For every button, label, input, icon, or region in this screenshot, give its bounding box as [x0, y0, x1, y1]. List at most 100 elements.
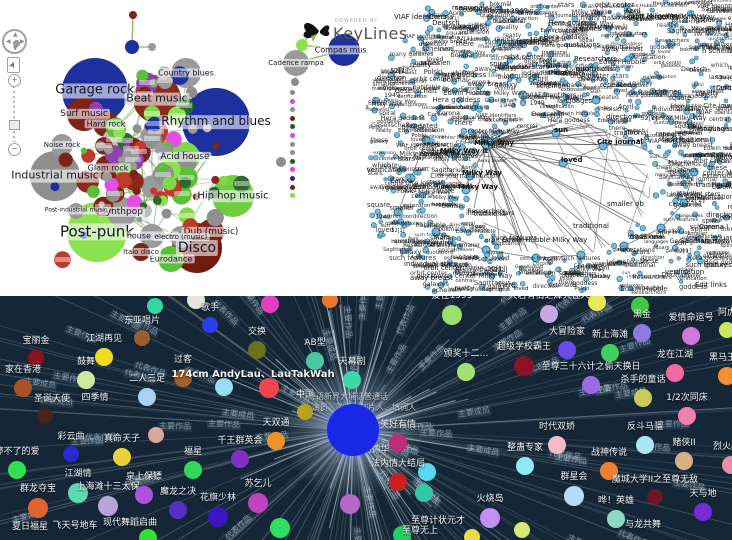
node-label[interactable]: 江湖情 — [64, 469, 92, 480]
node-label[interactable]: 新上海滩 — [591, 330, 629, 341]
node-label[interactable]: 与龙共舞 — [624, 520, 662, 531]
node-label[interactable]: Italo disco — [121, 247, 161, 257]
graph-node[interactable] — [126, 194, 143, 211]
graph-node[interactable] — [132, 124, 142, 134]
graph-node[interactable] — [600, 462, 618, 480]
graph-node[interactable] — [202, 317, 218, 333]
graph-node[interactable] — [98, 496, 118, 516]
node-label[interactable]: Post-punk — [57, 222, 137, 241]
graph-node[interactable] — [148, 43, 156, 51]
node-label[interactable]: Country blues — [156, 68, 216, 78]
node-label[interactable]: 夏日福星 — [11, 522, 49, 533]
graph-node[interactable] — [77, 371, 95, 389]
node-label[interactable]: 福星 — [183, 447, 203, 458]
node-label[interactable]: 魔城大学II之至尊无敌 — [611, 475, 699, 486]
node-label[interactable]: 爱情命运号 — [668, 313, 714, 324]
node-label[interactable]: 二人三足 — [128, 374, 166, 385]
pan-up-icon[interactable]: ▲ — [13, 31, 18, 38]
graph-node[interactable] — [393, 526, 411, 540]
graph-node[interactable] — [719, 322, 732, 338]
node-label[interactable]: 1/2次同床 — [666, 393, 708, 404]
graph-node[interactable] — [218, 175, 229, 186]
node-label[interactable]: 颁奖十二… — [443, 349, 489, 360]
node-label[interactable]: 真命天子 — [103, 434, 141, 445]
graph-node[interactable] — [63, 446, 79, 462]
node-label[interactable]: 东亚唱片 — [123, 316, 161, 327]
node-label[interactable]: 战神传说 — [590, 448, 628, 459]
node-label[interactable]: 花旗少林 — [199, 493, 237, 504]
node-label[interactable]: 杀手的童话 — [620, 375, 666, 386]
graph-node[interactable] — [156, 162, 168, 173]
graph-node[interactable] — [261, 296, 279, 313]
graph-node[interactable] — [464, 529, 480, 540]
radial-graph-panel[interactable]: 代表作品主要成员主要作品主要作品主要作品代表作品主要作品主要作品代表作品代表作品… — [0, 296, 732, 540]
graph-node[interactable] — [514, 522, 530, 538]
graph-node[interactable] — [80, 147, 88, 154]
graph-node[interactable] — [415, 484, 433, 502]
node-label[interactable]: 天幕剧 — [338, 357, 366, 368]
graph-node[interactable] — [340, 494, 360, 514]
node-label[interactable]: synthpop — [99, 206, 145, 218]
graph-node[interactable] — [37, 408, 53, 424]
graph-node[interactable] — [343, 371, 361, 389]
graph-node[interactable] — [144, 121, 154, 131]
graph-node[interactable] — [389, 473, 407, 491]
node-label[interactable]: 群星会 — [560, 472, 588, 483]
node-label[interactable]: Compas music — [312, 45, 366, 55]
node-label[interactable]: 阿虎 — [717, 308, 732, 319]
graph-node[interactable] — [267, 432, 285, 450]
graph-node[interactable] — [296, 39, 308, 51]
node-label[interactable]: Rhythm and blues — [159, 114, 273, 129]
node-label[interactable]: 黑马王子 — [708, 353, 732, 364]
graph-node[interactable] — [322, 296, 338, 308]
graph-node[interactable] — [514, 356, 534, 376]
pan-compass-control[interactable]: ▲ ▼ ◀ ▶ — [2, 29, 27, 54]
graph-node[interactable] — [588, 296, 606, 311]
graph-node[interactable] — [694, 503, 712, 521]
keylines-graph-panel[interactable]: Rhythm and blues Garage rock Post-punk Indu… — [0, 0, 366, 296]
graph-node[interactable] — [134, 330, 150, 346]
graph-node[interactable] — [68, 483, 88, 503]
node-label[interactable]: 大冒险家 — [548, 327, 586, 338]
graph-node[interactable] — [129, 11, 137, 19]
node-label[interactable]: Post-industrial music — [42, 206, 110, 215]
node-label[interactable]: 鼓舞 — [76, 357, 96, 368]
graph-node[interactable] — [139, 529, 157, 540]
node-label[interactable]: 过客 — [173, 355, 193, 366]
graph-node[interactable] — [558, 158, 568, 168]
node-label[interactable]: 停不了的爱 — [0, 447, 40, 458]
node-label[interactable]: 中国 — [295, 390, 315, 401]
graph-node[interactable] — [105, 188, 120, 203]
graph-node[interactable] — [169, 501, 187, 519]
graph-node[interactable] — [564, 486, 584, 506]
graph-node[interactable] — [631, 297, 649, 315]
graph-node[interactable] — [115, 171, 133, 189]
graph-node[interactable] — [548, 436, 566, 454]
node-label[interactable]: 至尊无上 — [401, 526, 439, 537]
node-label[interactable]: 圣诞天使 — [33, 394, 71, 405]
graph-node[interactable] — [132, 186, 141, 196]
center-node[interactable] — [327, 404, 379, 456]
graph-node[interactable] — [212, 142, 220, 150]
node-label[interactable]: 宝丽金 — [22, 336, 50, 347]
graph-node[interactable] — [135, 486, 153, 504]
node-label[interactable]: 至尊计状元才 — [410, 516, 466, 527]
graph-node[interactable] — [58, 152, 73, 167]
graph-node[interactable] — [233, 175, 250, 193]
graph-node[interactable] — [248, 493, 268, 513]
graph-node[interactable] — [149, 78, 158, 88]
node-label[interactable]: 泉上保镖 — [125, 472, 163, 483]
node-label[interactable]: Surf music — [58, 108, 110, 120]
graph-node[interactable] — [442, 305, 462, 325]
zoom-slider-handle[interactable] — [9, 120, 20, 130]
pan-right-icon[interactable]: ▶ — [20, 38, 25, 45]
graph-node[interactable] — [540, 305, 558, 323]
graph-node[interactable] — [689, 167, 699, 177]
node-label[interactable]: 整蛊专家 — [506, 443, 544, 454]
node-label[interactable]: 赌侠II — [672, 438, 696, 449]
node-label[interactable]: Noise rock — [41, 140, 83, 150]
node-label[interactable]: Beat music — [124, 91, 190, 106]
graph-node[interactable] — [722, 456, 732, 474]
graph-node[interactable] — [636, 436, 654, 454]
node-label[interactable]: 苏乞儿 — [244, 479, 272, 490]
